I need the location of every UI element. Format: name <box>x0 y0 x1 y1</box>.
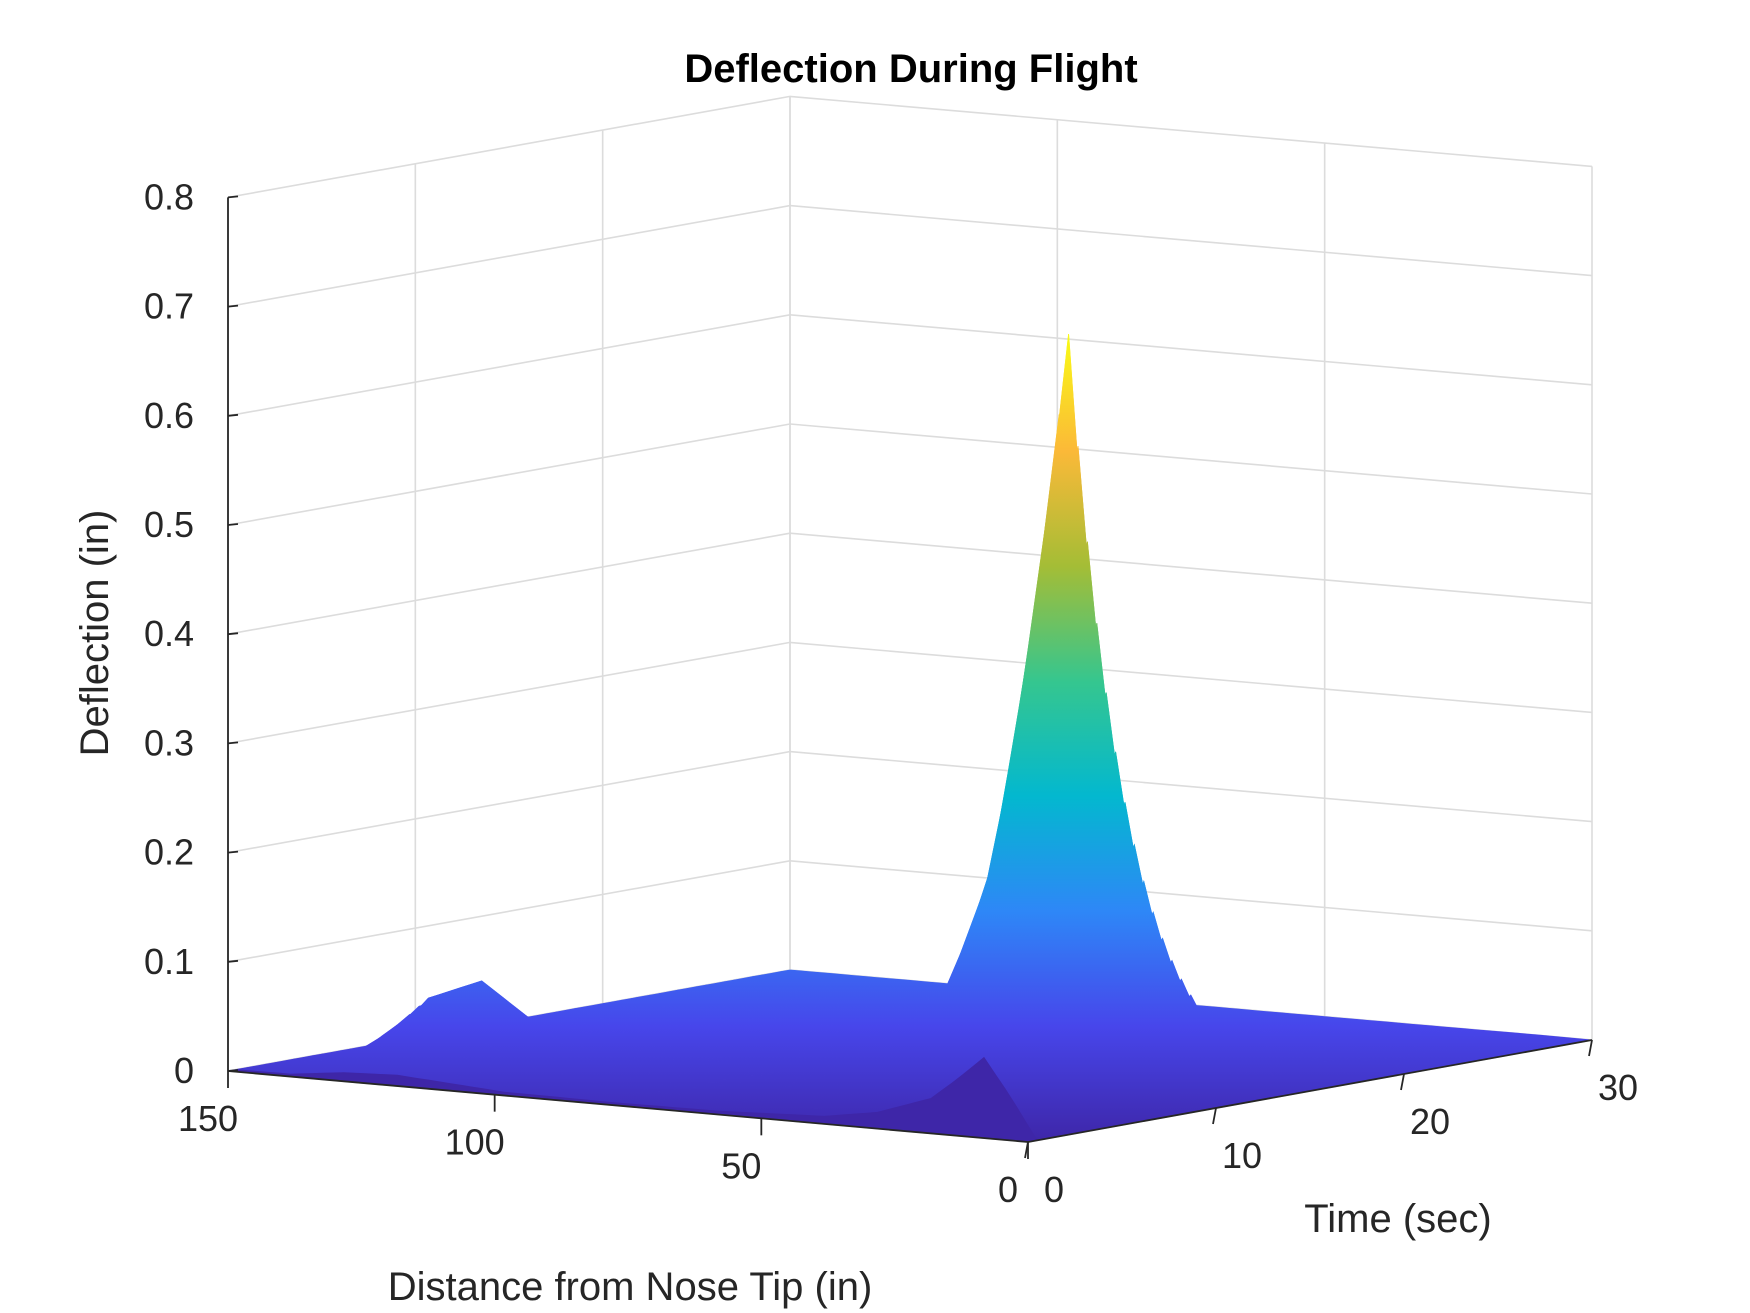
y-tick-mark <box>1024 1141 1029 1159</box>
y-tick-mark <box>1212 1107 1217 1125</box>
z-gridline <box>227 641 1593 745</box>
y-tick-label: 10 <box>1222 1135 1262 1176</box>
z-gridline <box>227 95 1593 199</box>
x-tick-label: 150 <box>178 1098 238 1139</box>
x-tick-label: 50 <box>721 1145 761 1186</box>
z-tick-mark <box>227 959 239 963</box>
z-tick-label: 0 <box>174 1050 194 1091</box>
z-gridline <box>227 532 1593 635</box>
z-tick-mark <box>227 523 239 526</box>
x-axis-label: Distance from Nose Tip (in) <box>388 1265 873 1309</box>
z-tick-label: 0.4 <box>144 613 194 654</box>
z-tick-label: 0.6 <box>144 395 194 436</box>
y-tick-mark <box>1400 1073 1405 1091</box>
z-gridline <box>227 204 1593 308</box>
z-tick-mark <box>227 850 239 854</box>
z-tick-label: 0.3 <box>144 722 194 763</box>
z-axis-label: Deflection (in) <box>73 510 117 757</box>
surface-front-edge <box>228 1056 1038 1142</box>
x-axis-line <box>227 1070 1029 1143</box>
y-tick-mark <box>1588 1039 1593 1057</box>
y-tick-label: 30 <box>1598 1067 1638 1108</box>
axes <box>227 195 1593 1159</box>
z-tick-label: 0.1 <box>144 941 194 982</box>
z-tick-mark <box>227 195 239 199</box>
y-tick-label: 0 <box>1044 1169 1064 1210</box>
z-gridline <box>227 859 1593 963</box>
surface <box>227 333 1593 1143</box>
z-tick-mark <box>227 741 239 745</box>
z-tick-label: 0.8 <box>144 176 194 217</box>
z-gridline <box>227 750 1593 854</box>
z-tick-label: 0.5 <box>144 504 194 545</box>
y-axis-label: Time (sec) <box>1304 1197 1491 1241</box>
z-tick-label: 0.2 <box>144 832 194 873</box>
x-tick-label: 100 <box>445 1122 505 1163</box>
z-tick-mark <box>227 413 239 417</box>
z-tick-mark <box>227 632 239 636</box>
z-tick-mark <box>227 1069 239 1072</box>
z-tick-label: 0.7 <box>144 286 194 327</box>
y-tick-label: 20 <box>1410 1101 1450 1142</box>
z-gridline <box>227 313 1593 417</box>
z-tick-mark <box>227 304 239 308</box>
chart-title: Deflection During Flight <box>684 47 1137 91</box>
z-gridline <box>227 423 1593 526</box>
y-axis-line <box>1027 1039 1593 1143</box>
x-tick-label: 0 <box>998 1169 1018 1210</box>
